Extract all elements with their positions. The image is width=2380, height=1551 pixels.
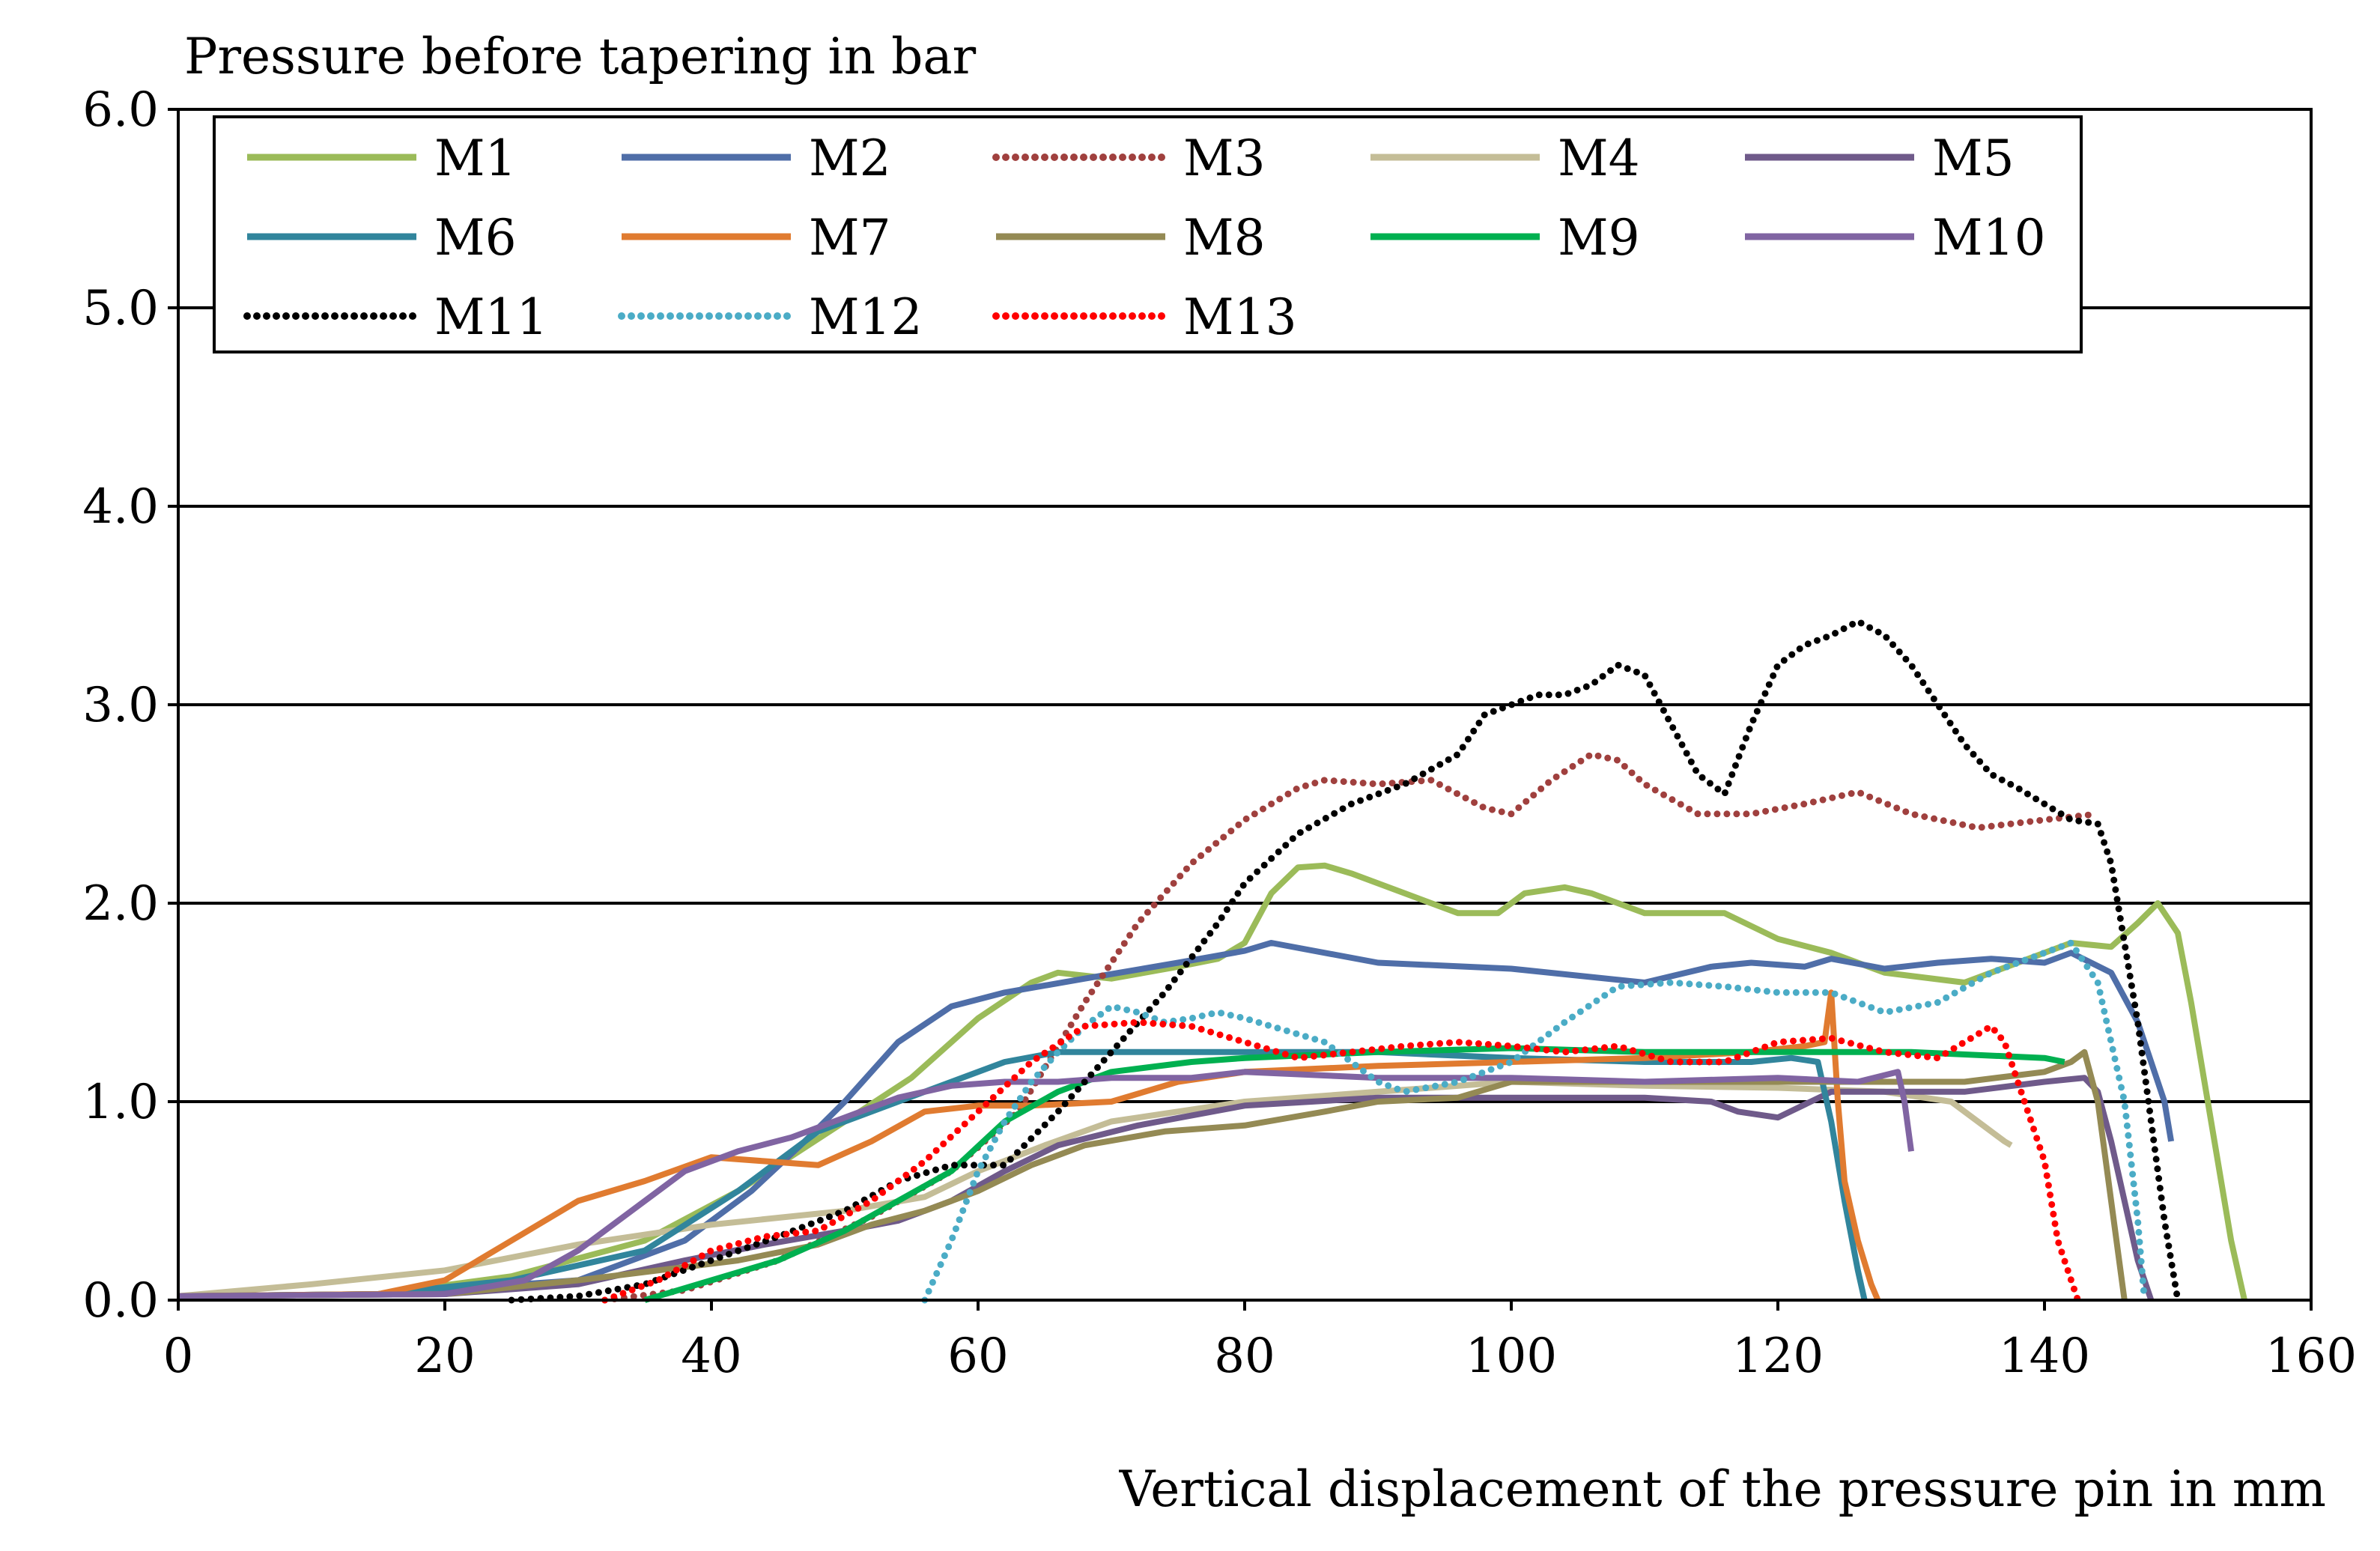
series-line-m9 xyxy=(643,1045,2065,1303)
legend-label-m10: M10 xyxy=(1932,209,2046,267)
x-tick-label: 140 xyxy=(1999,1329,2090,1384)
series-line-m11 xyxy=(508,618,2182,1304)
series-line-m13 xyxy=(601,1019,2081,1304)
legend-label-m1: M1 xyxy=(434,130,517,187)
x-tick-label: 80 xyxy=(1214,1329,1275,1384)
x-tick-label: 0 xyxy=(163,1329,194,1384)
series-line-m7 xyxy=(177,989,1881,1302)
series-line-m12 xyxy=(921,939,2148,1304)
legend-label-m11: M11 xyxy=(434,288,548,346)
legend-label-m8: M8 xyxy=(1183,209,1266,267)
legend-label-m3: M3 xyxy=(1183,130,1266,187)
legend-label-m5: M5 xyxy=(1932,130,2015,187)
x-tick-label: 40 xyxy=(681,1329,741,1384)
y-tick-label: 1.0 xyxy=(82,1075,159,1130)
y-tick-label: 3.0 xyxy=(82,678,159,733)
y-tick-label: 6.0 xyxy=(82,82,159,138)
x-tick-label: 60 xyxy=(947,1329,1008,1384)
x-tick-label: 160 xyxy=(2265,1329,2357,1384)
y-tick-label: 0.0 xyxy=(82,1273,159,1329)
x-tick-label: 100 xyxy=(1466,1329,1557,1384)
legend-label-m6: M6 xyxy=(434,209,517,267)
legend-label-m2: M2 xyxy=(809,130,891,187)
series-line-m4 xyxy=(177,1078,2013,1299)
series-line-m6 xyxy=(177,1048,1868,1301)
x-tick-label: 120 xyxy=(1732,1329,1824,1384)
series-line-m8 xyxy=(177,1048,2128,1301)
y-tick-label: 2.0 xyxy=(82,876,159,932)
series-lines xyxy=(177,618,2247,1304)
axis-ticks: 0.0 1.0 2.0 3.0 4.0 5.0 6.0 0 20 40 60 80 100 120 140 1… xyxy=(82,82,2357,1384)
y-axis-title: Pressure before tapering in bar xyxy=(184,28,977,85)
legend-label-m4: M4 xyxy=(1558,130,1640,187)
x-axis-title: Vertical displacement of the pressure pi… xyxy=(1119,1460,2326,1518)
y-tick-label: 4.0 xyxy=(82,479,159,535)
legend: M1 M2 M3 M4 M5 M6 M7 M8 M9 M10 M11 M12 M13 xyxy=(213,115,2083,353)
x-tick-label: 20 xyxy=(414,1329,475,1384)
legend-label-m9: M9 xyxy=(1558,209,1640,267)
legend-label-m13: M13 xyxy=(1183,288,1297,346)
y-tick-label: 5.0 xyxy=(82,281,159,336)
legend-label-m7: M7 xyxy=(809,209,891,267)
legend-label-m12: M12 xyxy=(809,288,923,346)
